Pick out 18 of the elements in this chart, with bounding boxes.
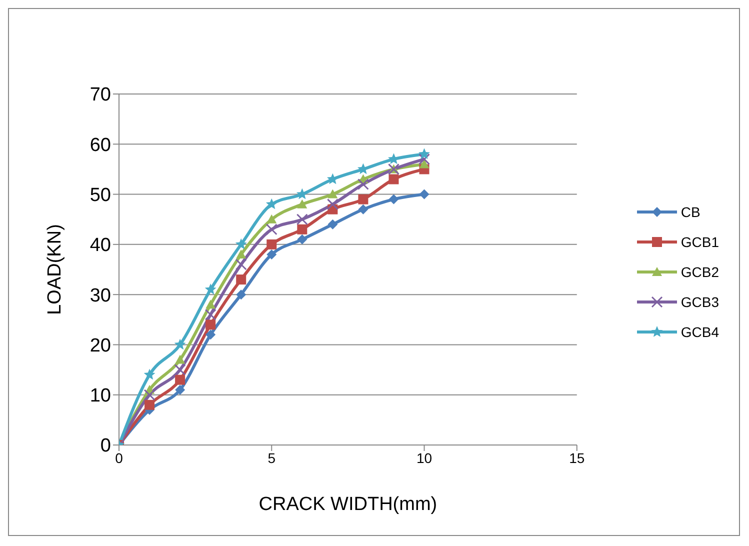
- y-tick-label: 60: [90, 134, 111, 156]
- y-tick-label: 70: [90, 84, 111, 106]
- x-tick-label: 5: [268, 450, 276, 466]
- x-axis-title: CRACK WIDTH(mm): [258, 494, 438, 515]
- y-tick-label: 40: [90, 235, 111, 256]
- legend-label: GCB2: [680, 263, 719, 282]
- y-axis-title: LOAD(KN): [44, 224, 66, 315]
- y-tick-label: 30: [90, 285, 111, 306]
- x-tick-label: 10: [416, 450, 432, 466]
- x-tick-label: 15: [569, 450, 585, 466]
- x-tick-label: 0: [115, 450, 124, 466]
- legend-label: GCB1: [680, 233, 719, 252]
- legend-label: CB: [680, 203, 700, 222]
- y-tick-label: 10: [90, 386, 111, 407]
- legend-label: GCB4: [680, 323, 719, 342]
- legend-label: GCB3: [680, 293, 719, 312]
- y-tick-label: 20: [90, 335, 111, 356]
- y-tick-label: 50: [90, 185, 111, 206]
